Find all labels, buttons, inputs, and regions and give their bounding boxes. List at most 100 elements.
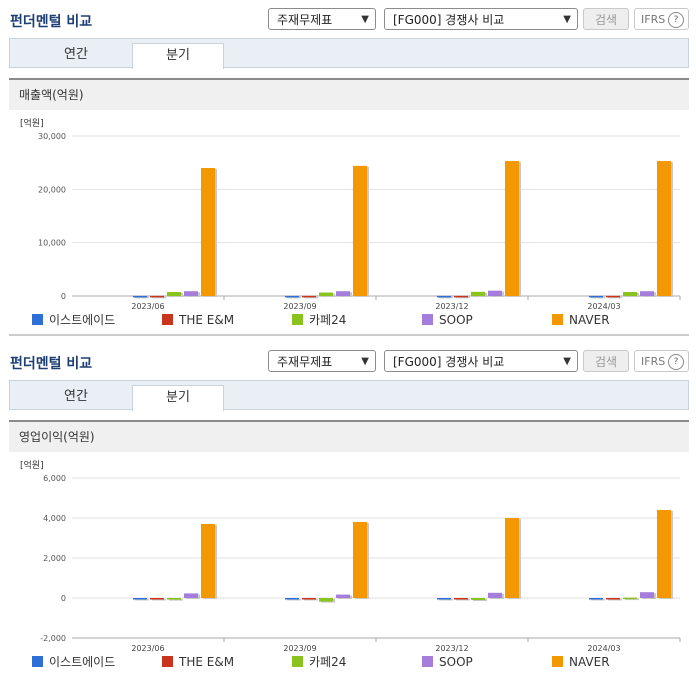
legend-swatch [32,656,43,667]
statement-type-value: 주재무제표 [277,355,333,369]
bar-shadow [591,296,605,299]
legend-item[interactable]: SOOP [422,654,473,670]
peer-group-select[interactable]: [FG000] 경쟁사 비교 ▼ [384,350,578,372]
x-tick-label: 2023/09 [283,302,316,310]
page-title: 펀더멘털 비교 [10,356,93,372]
statement-type-select[interactable]: 주재무제표 ▼ [268,350,376,372]
x-tick-label: 2023/12 [435,644,468,652]
legend-item[interactable]: THE E&M [162,312,234,328]
bar-shadow [625,598,639,601]
legend-swatch [162,314,173,325]
bar-4 [488,592,502,598]
x-tick-label: 2023/06 [131,302,164,310]
bar-shadow [439,599,453,601]
y-tick-label: 20,000 [38,185,66,194]
help-icon: ? [668,12,684,28]
tab-annual[interactable]: 연간 [64,47,88,62]
bar-4 [640,291,654,296]
legend-swatch [292,314,303,325]
bar-4 [184,593,198,598]
ifrs-label: IFRS [641,13,666,26]
search-button[interactable]: 검색 [583,350,629,372]
chevron-down-icon: ▼ [361,356,369,367]
bar-5 [201,168,215,296]
bar-2 [454,598,468,600]
legend-label: THE E&M [179,655,235,669]
statement-type-value: 주재무제표 [277,13,333,27]
bar-1 [285,295,299,298]
bar-1 [285,598,299,600]
legend-item[interactable]: 카페24 [292,312,346,328]
period-tabs: 연간 분기 [9,380,689,411]
y-tick-label: 10,000 [38,239,66,248]
bar-3 [319,292,333,296]
statement-type-select[interactable]: 주재무제표 ▼ [268,8,376,30]
peer-group-value: [FG000] 경쟁사 비교 [393,355,505,369]
peer-group-select[interactable]: [FG000] 경쟁사 비교 ▼ [384,8,578,30]
tab-annual[interactable]: 연간 [64,389,88,404]
y-tick-label: 30,000 [38,132,66,141]
bar-shadow [456,296,470,299]
legend-swatch [422,656,433,667]
bar-5 [201,524,215,598]
legend-swatch [422,314,433,325]
section-header: 매출액(억원) [9,78,689,110]
bar-2 [454,295,468,298]
ifrs-help-button[interactable]: IFRS? [634,350,689,372]
legend-swatch [552,314,563,325]
y-tick-label: -2,000 [40,634,66,643]
operating-profit-chart: [억원] -2,000 0 2,000 4,000 6,000 2023/06 2023/09… [20,459,681,652]
ifrs-label: IFRS [641,355,666,368]
legend-label: 이스트에이드 [49,313,116,327]
panel-operating-profit: 펀더멘털 비교 주재무제표 ▼ [FG000] 경쟁사 비교 ▼ 검색 IFRS? … [0,342,696,684]
ifrs-help-button[interactable]: IFRS? [634,8,689,30]
legend-label: THE E&M [179,313,235,327]
legend-item[interactable]: 이스트에이드 [32,312,115,328]
y-tick-label: 4,000 [43,514,66,523]
bar-1 [437,295,451,298]
bar-shadow [304,599,318,601]
chart-legend: 이스트에이드 THE E&M 카페24 SOOP NAVER [0,312,696,330]
bar-3 [623,292,637,296]
bar-shadow [591,599,605,601]
bar-2 [606,295,620,298]
search-button[interactable]: 검색 [583,8,629,30]
bar-shadow [304,296,318,299]
legend-item[interactable]: NAVER [552,312,610,328]
revenue-chart: [억원] 0 10,000 20,000 30,000 2023/06 2023/09 202… [20,117,681,310]
bar-1 [589,598,603,600]
legend-swatch [552,656,563,667]
bar-shadow [169,599,183,601]
divider [9,334,689,336]
chevron-down-icon: ▼ [563,356,571,367]
tab-quarter[interactable]: 분기 [132,385,224,411]
legend-item[interactable]: 카페24 [292,654,346,670]
tab-quarter[interactable]: 분기 [132,43,224,69]
bar-3 [471,291,485,296]
unit-label: [억원] [20,117,44,129]
bar-4 [488,290,502,296]
legend-item[interactable]: 이스트에이드 [32,654,115,670]
page-title: 펀더멘털 비교 [10,14,93,30]
legend-item[interactable]: NAVER [552,654,610,670]
unit-label: [억원] [20,459,44,471]
legend-item[interactable]: SOOP [422,312,473,328]
bar-shadow [287,296,301,299]
x-tick-label: 2023/09 [283,644,316,652]
bar-shadow [135,599,149,601]
section-header: 영업이익(억원) [9,420,689,452]
bar-4 [640,592,654,598]
bar-2 [606,598,620,600]
bar-3 [623,597,637,600]
panel-revenue: 펀더멘털 비교 주재무제표 ▼ [FG000] 경쟁사 비교 ▼ 검색 IFRS? … [0,8,696,336]
bar-shadow [456,599,470,601]
bar-4 [336,291,350,296]
bar-shadow [287,599,301,601]
legend-item[interactable]: THE E&M [162,654,234,670]
bar-5 [353,522,367,598]
legend-label: 카페24 [309,313,347,327]
y-tick-label: 2,000 [43,554,66,563]
bar-5 [505,161,519,296]
bar-4 [184,291,198,296]
legend-swatch [292,656,303,667]
